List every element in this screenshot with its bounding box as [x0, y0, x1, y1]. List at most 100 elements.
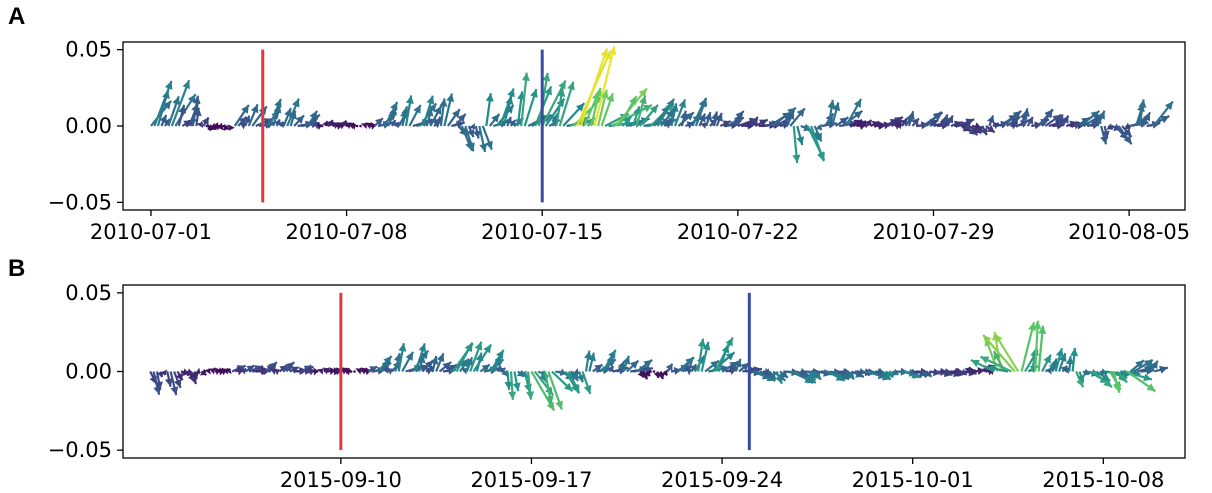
- arrow-mark: [233, 104, 250, 127]
- arrow-mark: [1112, 371, 1122, 394]
- arrow-mark: [1054, 347, 1064, 372]
- arrow-mark: [813, 370, 822, 381]
- arrow-mark: [353, 370, 356, 373]
- arrow-mark: [426, 365, 434, 373]
- arrow-mark: [1100, 125, 1108, 145]
- arrow-mark: [293, 114, 305, 127]
- arrow-mark: [160, 369, 168, 376]
- arrow-mark: [1124, 122, 1131, 130]
- arrow-mark: [1154, 365, 1169, 374]
- x-tick-label: 2010-07-15: [481, 220, 603, 244]
- arrow-mark: [439, 98, 448, 127]
- arrow-mark: [618, 95, 638, 127]
- arrow-mark: [443, 93, 455, 127]
- arrow-mark: [469, 341, 483, 372]
- arrow-mark: [404, 95, 414, 127]
- arrow-mark: [576, 371, 585, 383]
- arrow-mark: [315, 370, 319, 373]
- arrow-mark: [380, 358, 391, 373]
- arrow-mark: [435, 352, 445, 372]
- arrow-mark: [504, 371, 513, 390]
- arrow-mark: [592, 363, 603, 373]
- arrow-mark: [572, 368, 580, 375]
- arrow-mark: [320, 124, 324, 128]
- arrow-mark: [1117, 125, 1133, 145]
- arrow-mark: [170, 79, 191, 127]
- arrow-mark: [350, 123, 357, 131]
- arrow-mark: [876, 122, 883, 130]
- arrow-mark: [779, 370, 789, 379]
- arrow-mark: [508, 371, 517, 400]
- arrow-mark: [827, 99, 836, 127]
- arrow-mark: [768, 370, 777, 380]
- arrow-mark: [502, 95, 514, 127]
- arrow-mark: [738, 361, 750, 373]
- arrow-mark: [979, 355, 1012, 373]
- arrow-mark: [201, 116, 210, 127]
- arrow-mark: [1150, 360, 1159, 373]
- arrow-mark: [1022, 108, 1030, 127]
- arrow-mark: [925, 111, 942, 127]
- arrow-mark: [1142, 111, 1151, 127]
- arrow-mark: [964, 366, 972, 374]
- arrow-mark: [193, 107, 202, 127]
- arrow-mark: [1044, 113, 1062, 127]
- arrow-mark: [754, 118, 769, 127]
- arrow-mark: [1020, 321, 1036, 372]
- arrow-mark: [622, 355, 631, 372]
- arrow-mark: [222, 123, 231, 131]
- arrow-mark: [272, 104, 282, 127]
- arrow-mark: [414, 343, 427, 372]
- arrow-mark: [699, 122, 707, 129]
- arrow-mark: [992, 121, 1000, 130]
- arrow-mark: [907, 110, 915, 127]
- arrow-mark: [155, 371, 163, 391]
- arrow-mark: [785, 110, 795, 127]
- arrow-mark: [987, 115, 995, 127]
- arrow-mark: [473, 125, 481, 139]
- arrow-mark: [1026, 116, 1034, 127]
- arrow-mark: [750, 116, 759, 127]
- x-tick-label: 2015-09-24: [661, 468, 783, 492]
- arrow-mark: [796, 125, 805, 146]
- arrow-mark: [237, 115, 248, 127]
- arrow-mark: [631, 105, 641, 127]
- arrow-mark: [277, 121, 285, 129]
- arrow-mark: [1121, 125, 1133, 138]
- arrow-mark: [430, 355, 439, 372]
- arrow-mark: [547, 371, 563, 410]
- arrow-mark: [240, 367, 247, 375]
- arrow-mark: [169, 371, 179, 396]
- y-tick-label: 0.05: [65, 281, 112, 305]
- arrow-mark: [656, 98, 676, 127]
- arrow-mark: [164, 371, 173, 387]
- arrow-mark: [485, 93, 494, 127]
- y-tick-label: −0.05: [48, 190, 112, 214]
- arrow-mark: [643, 370, 651, 377]
- arrow-mark: [360, 122, 368, 130]
- arrow-mark: [227, 124, 235, 131]
- arrow-mark: [173, 371, 182, 389]
- arrow-mark: [636, 358, 653, 373]
- x-tick-label: 2015-09-10: [280, 468, 402, 492]
- arrow-mark: [846, 370, 855, 381]
- arrow-mark: [665, 363, 674, 373]
- arrow-mark: [156, 89, 170, 127]
- arrow-mark: [558, 81, 575, 127]
- arrow-mark: [1138, 99, 1147, 127]
- arrow-mark: [652, 370, 656, 373]
- x-tick-label: 2010-07-01: [90, 220, 212, 244]
- arrow-mark: [1037, 325, 1047, 372]
- arrow-mark: [704, 359, 720, 373]
- arrow-mark: [289, 110, 297, 127]
- arrow-mark: [1033, 320, 1042, 372]
- arrow-mark: [1095, 370, 1111, 382]
- arrow-mark: [273, 368, 280, 376]
- arrow-mark: [597, 89, 609, 127]
- arrow-mark: [985, 125, 996, 134]
- arrow-mark: [660, 108, 675, 127]
- arrow-mark: [174, 93, 197, 127]
- arrow-mark: [153, 80, 173, 127]
- arrow-mark: [422, 95, 435, 127]
- arrow-mark: [891, 368, 899, 376]
